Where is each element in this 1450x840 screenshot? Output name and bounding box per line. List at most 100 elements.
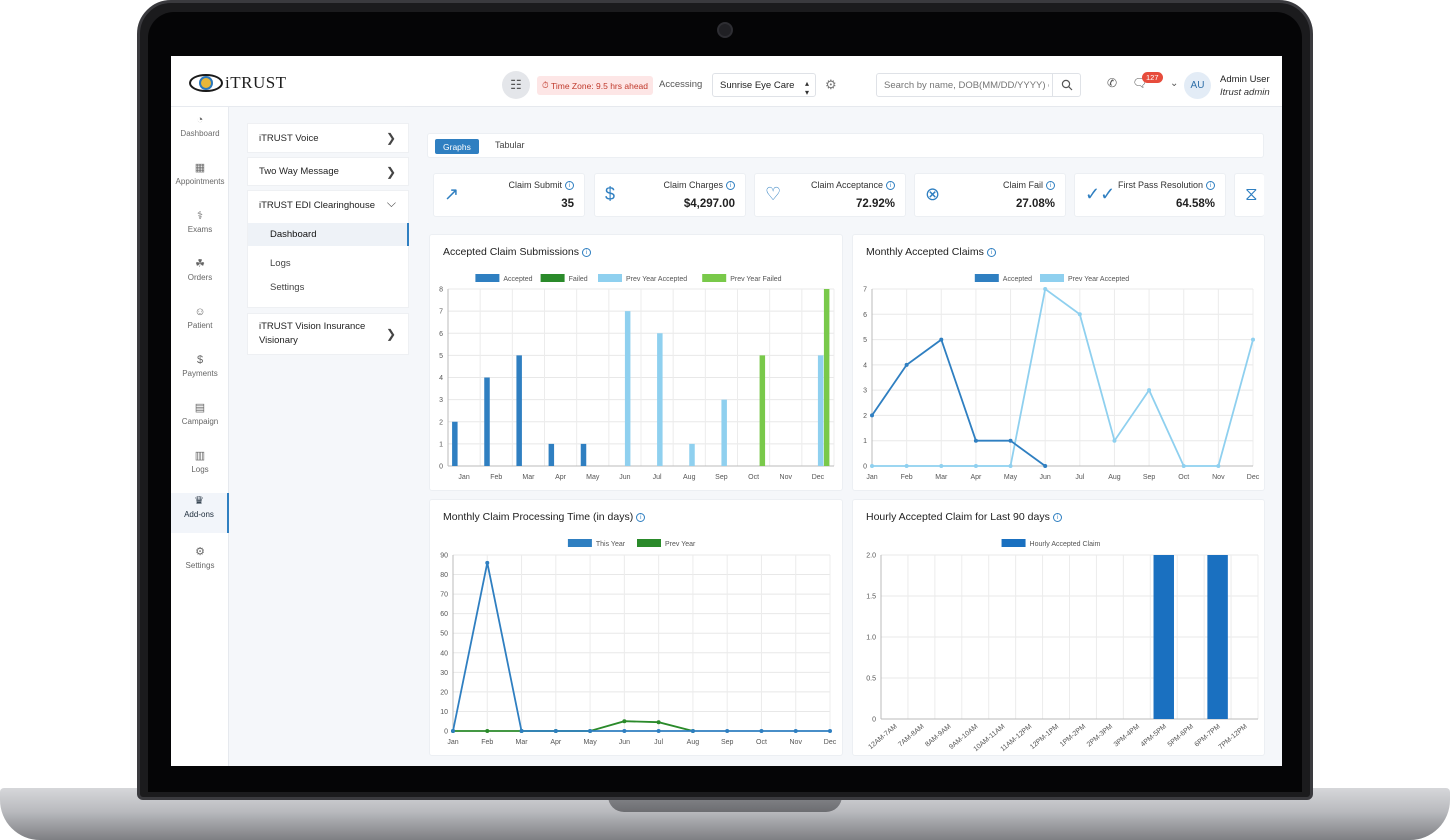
nav-item-payments[interactable]: $ Payments [171, 352, 229, 397]
y-tick-label: 6 [439, 331, 443, 338]
nav-item-exams[interactable]: ⚕ Exams [171, 208, 229, 253]
legend-swatch [637, 539, 661, 547]
data-point [1043, 287, 1048, 291]
data-point [904, 362, 909, 367]
tab-tabular[interactable]: Tabular [495, 140, 525, 150]
gauge-icon: ◔ [196, 114, 204, 126]
submenu-edi-logs[interactable]: Logs [270, 258, 291, 269]
info-icon[interactable]: i [1206, 181, 1215, 190]
location-select[interactable]: Sunrise Eye Care ▴ ▾ [712, 73, 816, 97]
info-icon[interactable]: i [1052, 513, 1062, 522]
y-tick-label: 10 [440, 709, 448, 716]
nav-item-settings[interactable]: ⚙ Settings [171, 544, 229, 589]
legend-swatch [475, 274, 500, 282]
y-tick-label: 8 [439, 287, 443, 294]
info-icon[interactable]: i [986, 248, 996, 257]
nav-item-logs[interactable]: ▥ Logs [171, 448, 229, 493]
data-point [1181, 464, 1186, 468]
search-button[interactable] [1052, 74, 1080, 96]
info-icon[interactable]: i [886, 181, 895, 190]
patient-search [876, 73, 1081, 97]
y-tick-label: 30 [440, 670, 448, 677]
x-tick-label: Jan [458, 474, 469, 481]
nav-item-add-ons[interactable]: ♛ Add-ons [171, 493, 229, 533]
legend-label: Prev Year Failed [730, 276, 781, 283]
info-icon[interactable]: i [1046, 181, 1055, 190]
submenu-edi-dashboard-label[interactable]: Dashboard [270, 229, 317, 240]
x-tick-label: Sep [721, 739, 734, 746]
nav-item-patient[interactable]: ☺ Patient [171, 304, 229, 349]
info-icon[interactable]: i [565, 181, 574, 190]
y-tick-label: 50 [440, 631, 448, 638]
stat-label: Claim Submit i [508, 180, 574, 190]
circle-x-icon: ⊗ [925, 184, 941, 204]
submenu-two-way-message[interactable]: Two Way Message ❯ [247, 157, 409, 186]
series-line [871, 338, 1046, 467]
stat-card-claim-charges[interactable]: $ Claim Charges i $4,297.00 [594, 173, 746, 217]
stat-card-first-pass-resolution[interactable]: ✓✓ First Pass Resolution i 64.58% [1074, 173, 1226, 217]
stat-card-claim-fail[interactable]: ⊗ Claim Fail i 27.08% [914, 173, 1066, 217]
avatar[interactable]: AU [1184, 72, 1211, 99]
x-tick-label: Feb [490, 474, 502, 481]
stat-label: First Pass Resolution i [1118, 180, 1215, 190]
series-line [872, 287, 1254, 467]
info-icon[interactable]: i [581, 248, 591, 257]
tab-graphs[interactable]: Graphs [435, 139, 479, 154]
chevron-down-icon[interactable]: ⌄ [1170, 78, 1179, 89]
chevron-right-icon: ❯ [385, 131, 396, 145]
stat-card-claim-acceptance[interactable]: ♡ Claim Acceptance i 72.92% [754, 173, 906, 217]
legend-swatch [702, 274, 727, 282]
data-point [656, 720, 661, 725]
data-point [870, 413, 874, 418]
phone-icon[interactable]: ✆ [1107, 76, 1118, 90]
hourglass-icon: ⧖ [1245, 184, 1258, 204]
info-icon[interactable]: i [726, 181, 735, 190]
nav-label: Appointments [175, 177, 225, 186]
x-tick-label: 3PM-4PM [1113, 723, 1141, 748]
apps-grid-icon[interactable]: ☷ [502, 71, 530, 99]
user-name[interactable]: Admin User [1220, 74, 1270, 85]
data-point [973, 464, 978, 468]
nav-item-dashboard[interactable]: ◔ Dashboard [171, 112, 229, 157]
bar [721, 399, 727, 466]
nav-item-orders[interactable]: ☘ Orders [171, 256, 229, 301]
y-tick-label: 4 [439, 375, 443, 382]
chevron-right-icon: ❯ [385, 327, 396, 341]
nav-label: Settings [185, 561, 215, 570]
legend-label: This Year [596, 541, 626, 548]
y-tick-label: 0 [863, 464, 867, 471]
submenu-label-line1: iTRUST Vision Insurance [259, 321, 366, 332]
submenu-edi-clearinghouse[interactable]: iTRUST EDI Clearinghouse ⌵ [247, 190, 409, 308]
y-tick-label: 3 [439, 397, 443, 404]
submenu-edi-dashboard[interactable] [248, 223, 409, 246]
legend-label: Accepted [503, 276, 532, 283]
eye-logo-icon [189, 74, 223, 92]
stat-card-claim-submit[interactable]: ↗ Claim Submit i 35 [433, 173, 585, 217]
nav-item-campaign[interactable]: ▤ Campaign [171, 400, 229, 445]
y-tick-label: 6 [863, 312, 867, 319]
info-icon[interactable]: i [636, 513, 646, 522]
data-point [622, 729, 627, 733]
x-tick-label: 1PM-2PM [1059, 723, 1087, 748]
x-tick-label: Sep [715, 474, 728, 481]
chevron-right-icon: ❯ [385, 164, 396, 179]
search-input[interactable] [877, 74, 1049, 96]
y-tick-label: 0 [872, 717, 876, 724]
data-point [973, 438, 978, 443]
gear-icon[interactable]: ⚙ [825, 77, 837, 92]
submenu-itrust-voice[interactable]: iTRUST Voice ❯ [247, 123, 409, 153]
submenu-edi-settings[interactable]: Settings [270, 282, 305, 293]
submenu-vision-insurance[interactable]: iTRUST Vision Insurance Visionary ❯ [247, 313, 409, 355]
app-logo[interactable]: iTRUST [189, 73, 287, 93]
cart-icon: ☘ [195, 258, 205, 270]
nav-item-appointments[interactable]: ▦ Appointments [171, 160, 229, 205]
stat-card-partial[interactable]: ⧖ [1234, 173, 1264, 217]
legend-label: Prev Year Accepted [1068, 276, 1129, 283]
legend-label: Failed [569, 276, 588, 283]
data-point [485, 729, 490, 733]
data-point [725, 729, 730, 733]
legend-swatch [974, 274, 999, 282]
bar [624, 311, 631, 466]
chevron-down-icon: ⌵ [386, 196, 396, 210]
